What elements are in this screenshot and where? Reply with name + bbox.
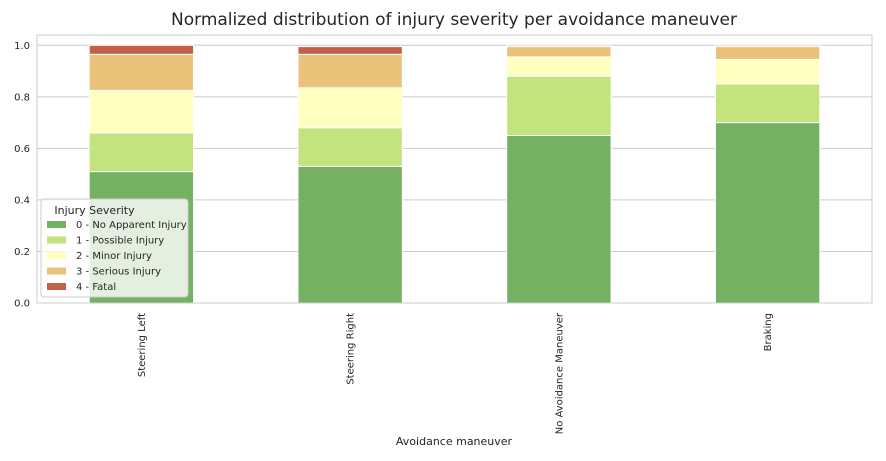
- bar-segment: [506, 135, 612, 304]
- x-tick-label: Steering Right: [346, 313, 357, 385]
- bar-segment: [506, 44, 612, 48]
- bar-segment: [88, 53, 195, 91]
- legend-swatch: [47, 221, 66, 228]
- chart-title: Normalized distribution of injury severi…: [171, 10, 737, 30]
- y-tick-label: 0.4: [14, 195, 30, 206]
- bar-segment: [714, 122, 821, 304]
- y-tick-label: 0.6: [14, 144, 30, 155]
- legend-entry: 1 - Possible Injury: [76, 236, 164, 247]
- bar-segment: [714, 83, 821, 124]
- bar-segment: [714, 44, 821, 48]
- bar-segment: [297, 127, 403, 167]
- x-tick-label: Braking: [763, 313, 774, 351]
- bar-segment: [714, 58, 821, 85]
- legend-swatch: [47, 283, 66, 290]
- x-tick-label: No Avoidance Maneuver: [554, 312, 565, 434]
- legend-box: [40, 198, 189, 298]
- plot-frame: [36, 34, 873, 304]
- legend-entry: 0 - No Apparent Injury: [76, 220, 187, 231]
- bar-segment: [297, 53, 403, 89]
- bar-segment: [506, 75, 612, 136]
- legend-entry: 3 - Serious Injury: [76, 267, 161, 278]
- legend-swatch: [47, 267, 66, 275]
- legend-entry: 4 - Fatal: [76, 282, 116, 293]
- bar-segment: [297, 165, 403, 304]
- y-tick-label: 0.2: [14, 247, 30, 258]
- y-axis-ticks: 0.0 0.2 0.4 0.6 0.8 1.0: [14, 41, 30, 310]
- bar-segment: [88, 132, 195, 173]
- bar-segment: [297, 46, 403, 55]
- legend: Injury Severity 0 - No Apparent Injury 1 -…: [40, 198, 189, 298]
- legend-swatch: [47, 252, 66, 259]
- y-tick-label: 0.0: [14, 299, 30, 310]
- bar-segment: [88, 89, 195, 134]
- bar-segment: [88, 44, 195, 55]
- bar-segment: [506, 56, 612, 77]
- legend-title: Injury Severity: [54, 204, 135, 217]
- bar-segment: [714, 46, 821, 60]
- legend-entry: 2 - Minor Injury: [76, 251, 152, 262]
- x-tick-label: Steering Left: [137, 313, 148, 377]
- x-axis-ticks: Steering Left Steering Right No Avoidance …: [137, 312, 774, 434]
- legend-swatch: [47, 236, 66, 244]
- y-tick-label: 1.0: [14, 41, 30, 52]
- bars: [88, 44, 821, 304]
- x-axis-label: Avoidance maneuver: [396, 435, 513, 448]
- bar-segment: [297, 87, 403, 129]
- bar-segment: [506, 46, 612, 58]
- y-tick-label: 0.8: [14, 92, 30, 103]
